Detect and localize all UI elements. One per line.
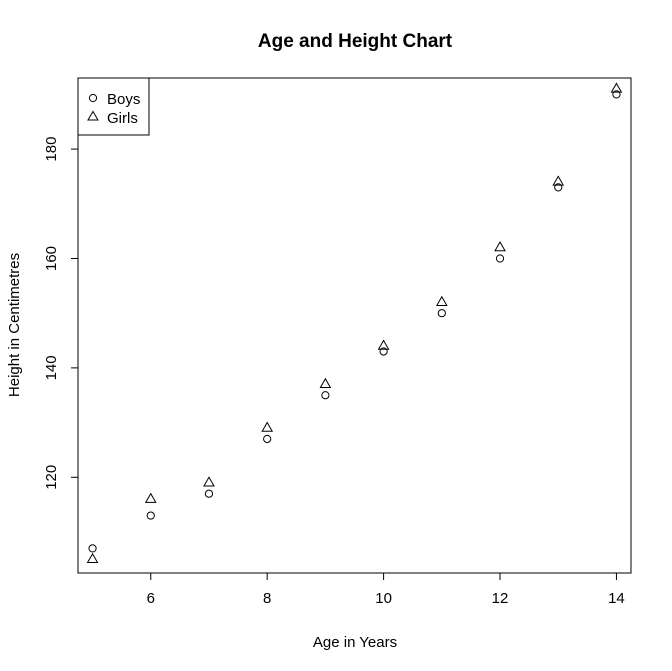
y-axis-label: Height in Centimetres <box>6 253 23 397</box>
point-girls-7 <box>203 476 215 487</box>
point-girls-6 <box>144 492 157 503</box>
point-girls-9 <box>319 377 332 388</box>
point-boys-8 <box>263 434 272 444</box>
point-girls-8 <box>261 421 274 432</box>
point-boys-13 <box>554 183 563 192</box>
legend-box <box>77 77 150 136</box>
x-axis: 6 8 10 12 14 <box>147 572 625 607</box>
legend-boys-label: Boys <box>107 91 140 108</box>
plot-area <box>77 77 632 574</box>
y-tick-label: 180 <box>43 137 60 162</box>
point-girls-12 <box>494 241 506 252</box>
point-boys-5 <box>88 544 97 553</box>
y-tick-label: 120 <box>43 465 60 490</box>
x-tick-label: 8 <box>263 590 271 607</box>
legend: Boys Girls <box>77 77 150 136</box>
point-girls-11 <box>435 295 448 306</box>
point-boys-12 <box>495 254 505 263</box>
y-tick-label: 160 <box>43 246 60 271</box>
point-boys-14 <box>612 90 621 99</box>
data-points <box>86 82 623 564</box>
point-girls-5 <box>86 552 99 564</box>
point-girls-14 <box>610 82 623 93</box>
point-boys-7 <box>204 489 214 498</box>
x-tick-label: 10 <box>375 590 392 607</box>
point-girls-13 <box>552 175 565 186</box>
legend-girls-marker <box>87 110 99 121</box>
y-tick-label: 140 <box>43 355 60 380</box>
x-tick-label: 12 <box>492 590 509 607</box>
point-girls-10 <box>377 339 390 350</box>
x-tick-label: 14 <box>608 590 625 607</box>
point-boys-10 <box>379 347 388 356</box>
x-axis-label: Age in Years <box>313 634 397 651</box>
y-axis: 120 140 160 180 <box>43 137 79 490</box>
point-boys-9 <box>321 391 330 400</box>
point-boys-6 <box>146 511 155 520</box>
legend-girls-label: Girls <box>107 110 138 127</box>
point-boys-11 <box>437 309 446 318</box>
chart-title: Age and Height Chart <box>258 31 453 52</box>
x-tick-label: 6 <box>147 590 155 607</box>
legend-boys-marker <box>88 93 98 103</box>
